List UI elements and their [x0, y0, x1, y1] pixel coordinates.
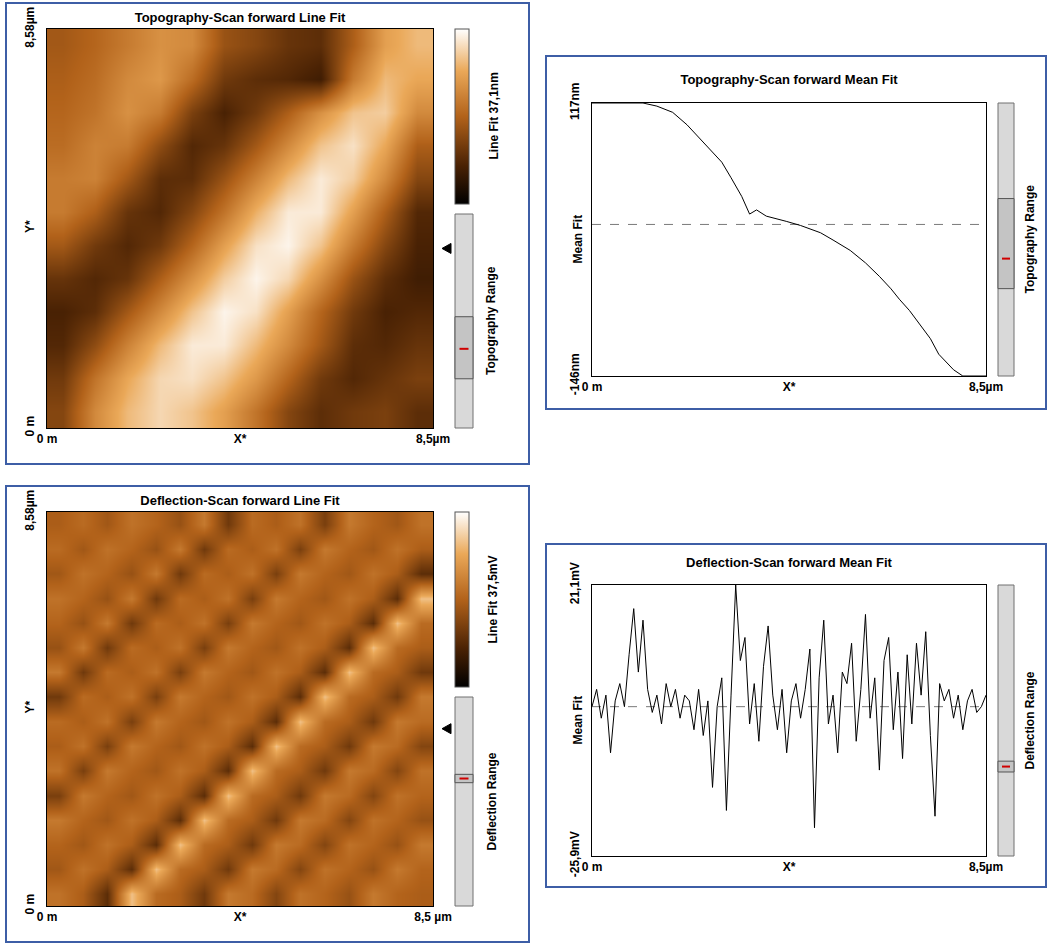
svg-text:Line Fit 37,5mV: Line Fit 37,5mV: [486, 555, 500, 643]
svg-text:0 m: 0 m: [23, 416, 37, 437]
svg-text:8,5µm: 8,5µm: [416, 432, 450, 446]
svg-text:8,58µm: 8,58µm: [23, 490, 37, 531]
svg-text:8,5µm: 8,5µm: [969, 380, 1003, 394]
svg-text:8,58µm: 8,58µm: [23, 7, 37, 48]
svg-text:Topography Range: Topography Range: [1023, 185, 1037, 294]
svg-text:0 m: 0 m: [23, 894, 37, 915]
svg-text:8,5µm: 8,5µm: [969, 860, 1003, 874]
svg-text:Deflection-Scan forward Line F: Deflection-Scan forward Line Fit: [140, 493, 340, 508]
svg-text:0 m: 0 m: [37, 432, 58, 446]
svg-text:Topography-Scan forward Line F: Topography-Scan forward Line Fit: [135, 10, 346, 25]
svg-text:Deflection Range: Deflection Range: [485, 752, 499, 850]
svg-text:Line Fit 37,1nm: Line Fit 37,1nm: [487, 72, 501, 159]
svg-text:Y*: Y*: [23, 220, 37, 233]
svg-text:-146nm: -146nm: [568, 353, 582, 395]
svg-text:Deflection-Scan forward Mean F: Deflection-Scan forward Mean Fit: [686, 555, 893, 570]
svg-text:Topography Range: Topography Range: [484, 266, 498, 375]
svg-text:X*: X*: [234, 432, 247, 446]
svg-text:0 m: 0 m: [582, 380, 603, 394]
svg-text:Mean Fit: Mean Fit: [571, 215, 585, 264]
svg-text:Topography-Scan forward Mean F: Topography-Scan forward Mean Fit: [680, 72, 898, 87]
svg-text:Mean Fit: Mean Fit: [571, 696, 585, 745]
svg-text:X*: X*: [234, 910, 247, 924]
svg-text:21,1mV: 21,1mV: [568, 562, 582, 604]
svg-text:Y*: Y*: [23, 701, 37, 714]
svg-text:X*: X*: [783, 380, 796, 394]
svg-text:0 m: 0 m: [37, 910, 58, 924]
svg-text:117nm: 117nm: [568, 83, 582, 120]
svg-text:X*: X*: [783, 860, 796, 874]
svg-text:Deflection Range: Deflection Range: [1023, 671, 1037, 769]
svg-text:0 m: 0 m: [582, 860, 603, 874]
svg-text:-25,9mV: -25,9mV: [568, 831, 582, 877]
svg-text:8,5 µm: 8,5 µm: [414, 910, 452, 924]
